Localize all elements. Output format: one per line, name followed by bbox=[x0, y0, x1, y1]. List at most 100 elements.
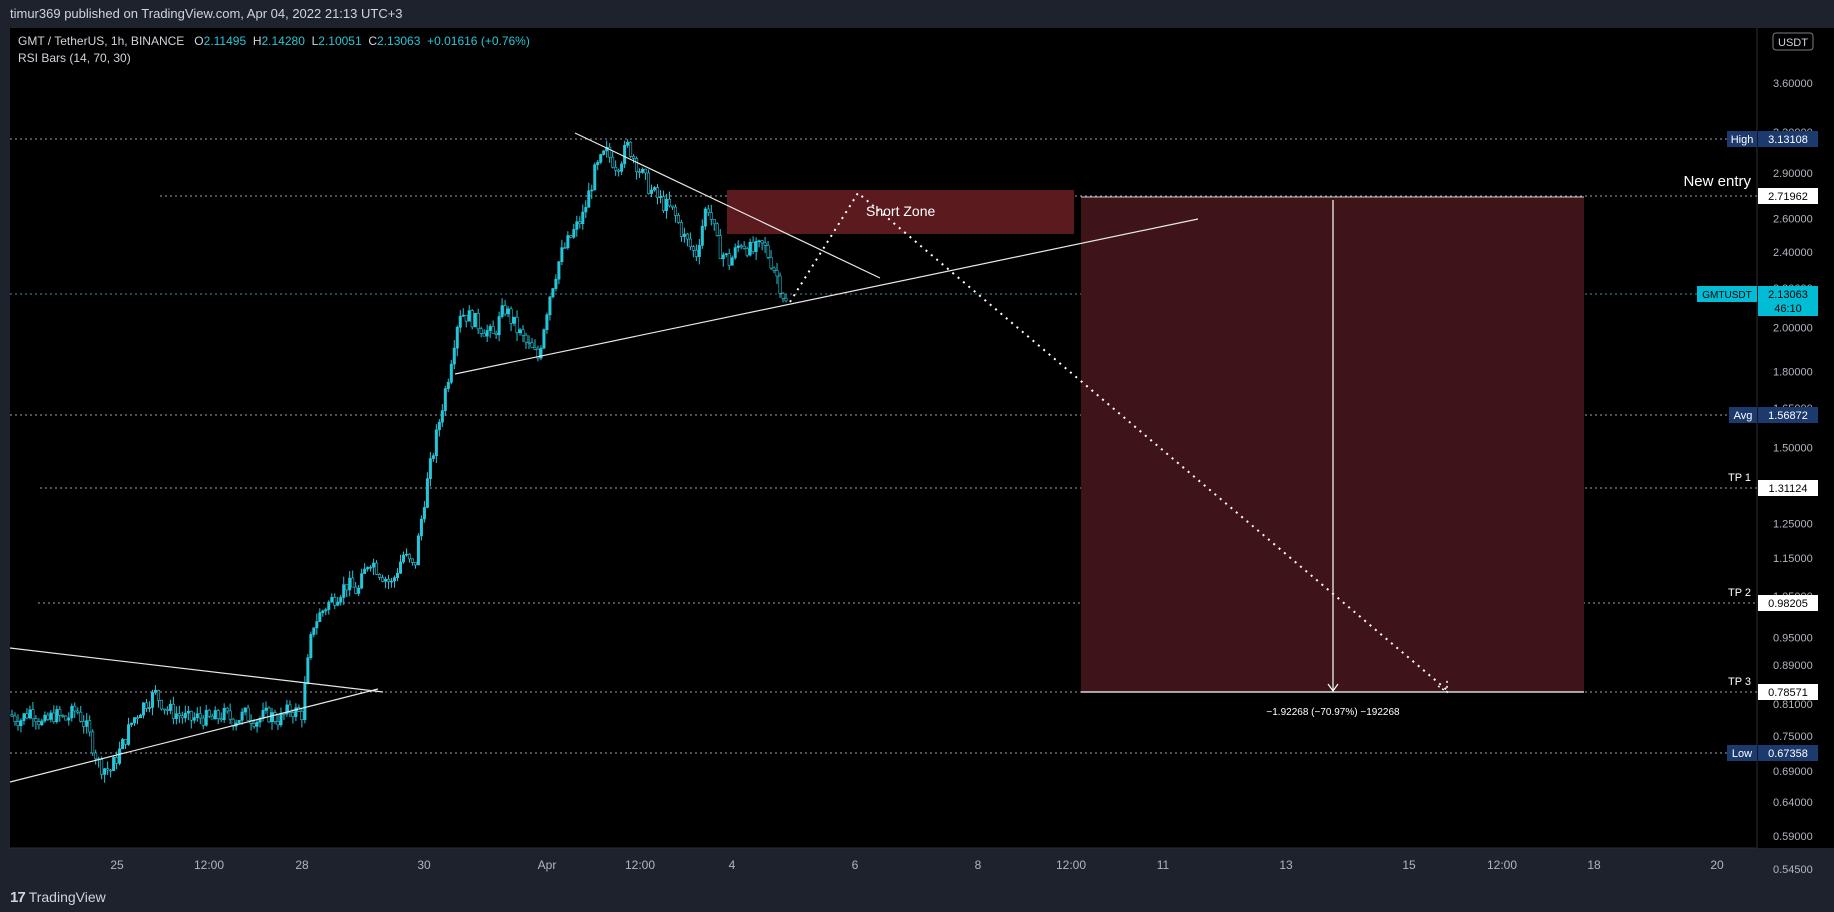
candle-body bbox=[238, 720, 240, 723]
candle-body bbox=[611, 157, 613, 167]
price-tick-11: 1.25000 bbox=[1773, 518, 1813, 530]
candle-body bbox=[229, 711, 231, 719]
candle-body bbox=[41, 721, 43, 725]
candle-body bbox=[205, 710, 207, 725]
candle-body bbox=[441, 411, 443, 422]
candle-body bbox=[280, 713, 282, 725]
indicator-legend[interactable]: RSI Bars (14, 70, 30) bbox=[18, 51, 131, 65]
candle-body bbox=[199, 714, 201, 718]
candle-body bbox=[549, 297, 551, 315]
candle-body bbox=[653, 188, 655, 190]
candle-body bbox=[154, 690, 156, 692]
candle-body bbox=[626, 142, 628, 145]
published-text: timur369 published on TradingView.com, A… bbox=[10, 6, 403, 21]
candle-body bbox=[617, 170, 619, 171]
tradingview-logo[interactable]: 17 TradingView bbox=[10, 888, 106, 906]
candle-body bbox=[112, 757, 114, 770]
candle-body bbox=[86, 721, 88, 727]
time-axis[interactable]: 25 12:00 28 30 Apr 12:00 4 6 8 12:00 11 13 15 12:00 18… bbox=[110, 858, 1724, 872]
candle-body bbox=[83, 721, 85, 726]
price-tick-7: 1.80000 bbox=[1773, 367, 1813, 379]
candle-body bbox=[513, 317, 515, 323]
candle-body bbox=[462, 315, 464, 316]
price-tick-14: 0.95000 bbox=[1773, 633, 1813, 645]
candle-body bbox=[632, 156, 634, 158]
candle-body bbox=[725, 254, 727, 255]
candle-body bbox=[764, 243, 766, 245]
candle-body bbox=[100, 759, 102, 774]
chart-canvas[interactable]: 3.600003.200002.900002.600002.400002.200… bbox=[0, 0, 1834, 912]
candle-body bbox=[570, 236, 572, 238]
candle-body bbox=[130, 723, 132, 725]
candle-body bbox=[423, 507, 425, 519]
candle-body bbox=[668, 199, 670, 206]
candle-body bbox=[701, 226, 703, 245]
candle-body bbox=[214, 710, 216, 719]
candle-body bbox=[56, 709, 58, 721]
candle-body bbox=[758, 241, 760, 242]
candle-body bbox=[417, 536, 419, 565]
candle-body bbox=[74, 706, 76, 711]
price-tick-4: 2.40000 bbox=[1773, 247, 1813, 259]
candle-body bbox=[217, 710, 219, 718]
candle-body bbox=[378, 574, 380, 577]
svg-text:Low: Low bbox=[1732, 748, 1752, 760]
candle-body bbox=[534, 347, 536, 349]
candle-body bbox=[334, 597, 336, 605]
price-tick-19: 0.64000 bbox=[1773, 797, 1813, 809]
candle-body bbox=[316, 622, 318, 628]
candle-body bbox=[474, 313, 476, 327]
candle-body bbox=[181, 716, 183, 718]
candle-body bbox=[310, 634, 312, 657]
candle-body bbox=[11, 714, 13, 716]
tp1-label: TP 1 bbox=[1728, 472, 1751, 484]
candle-body bbox=[603, 151, 605, 155]
time-tick-2: 28 bbox=[295, 858, 309, 872]
candle-body bbox=[274, 713, 276, 722]
candle-body bbox=[731, 258, 733, 265]
candle-body bbox=[77, 711, 79, 712]
candle-body bbox=[576, 222, 578, 230]
candle-body bbox=[480, 329, 482, 334]
symbol-label[interactable]: GMT / TetherUS, 1h, BINANCE bbox=[18, 34, 184, 48]
candle-body bbox=[53, 713, 55, 722]
candle-body bbox=[247, 708, 249, 720]
high-value: 2.14280 bbox=[262, 34, 305, 48]
candle-body bbox=[755, 241, 757, 251]
time-tick-14: 18 bbox=[1587, 858, 1601, 872]
candle-body bbox=[623, 145, 625, 163]
tradingview-brand: TradingView bbox=[29, 889, 106, 905]
candle-body bbox=[749, 242, 751, 255]
price-tick-2: 2.90000 bbox=[1773, 168, 1813, 180]
candle-body bbox=[644, 169, 646, 173]
svg-text:2.71962: 2.71962 bbox=[1768, 191, 1808, 203]
candle-body bbox=[163, 709, 165, 710]
price-tick-0: 3.60000 bbox=[1773, 78, 1813, 90]
time-tick-5: 12:00 bbox=[625, 858, 655, 872]
time-tick-11: 13 bbox=[1279, 858, 1293, 872]
candle-body bbox=[411, 559, 413, 562]
candle-body bbox=[546, 315, 548, 330]
candle-body bbox=[331, 597, 333, 602]
candle-body bbox=[343, 585, 345, 598]
candle-body bbox=[348, 578, 350, 590]
measure-label: −1.92268 (−70.97%) −192268 bbox=[1266, 707, 1400, 718]
candle-body bbox=[106, 769, 108, 770]
candle-body bbox=[432, 456, 434, 459]
ohlc-legend[interactable]: GMT / TetherUS, 1h, BINANCE O2.11495 H2.… bbox=[18, 34, 530, 48]
low-badge: Low 0.67358 bbox=[1727, 745, 1818, 761]
candle-body bbox=[357, 588, 359, 593]
candle-body bbox=[641, 169, 643, 172]
candle-body bbox=[50, 713, 52, 720]
candle-body bbox=[292, 713, 294, 717]
candle-body bbox=[737, 246, 739, 248]
tradingview-logo-icon: 17 bbox=[10, 889, 25, 906]
candle-body bbox=[109, 770, 111, 771]
candle-body bbox=[600, 155, 602, 163]
candle-body bbox=[187, 711, 189, 713]
close-label: C bbox=[368, 34, 377, 48]
candle-body bbox=[375, 563, 377, 574]
tp2-badge: 0.98205 bbox=[1758, 595, 1818, 611]
candle-body bbox=[384, 579, 386, 581]
indicator-label[interactable]: RSI Bars (14, 70, 30) bbox=[18, 51, 131, 65]
